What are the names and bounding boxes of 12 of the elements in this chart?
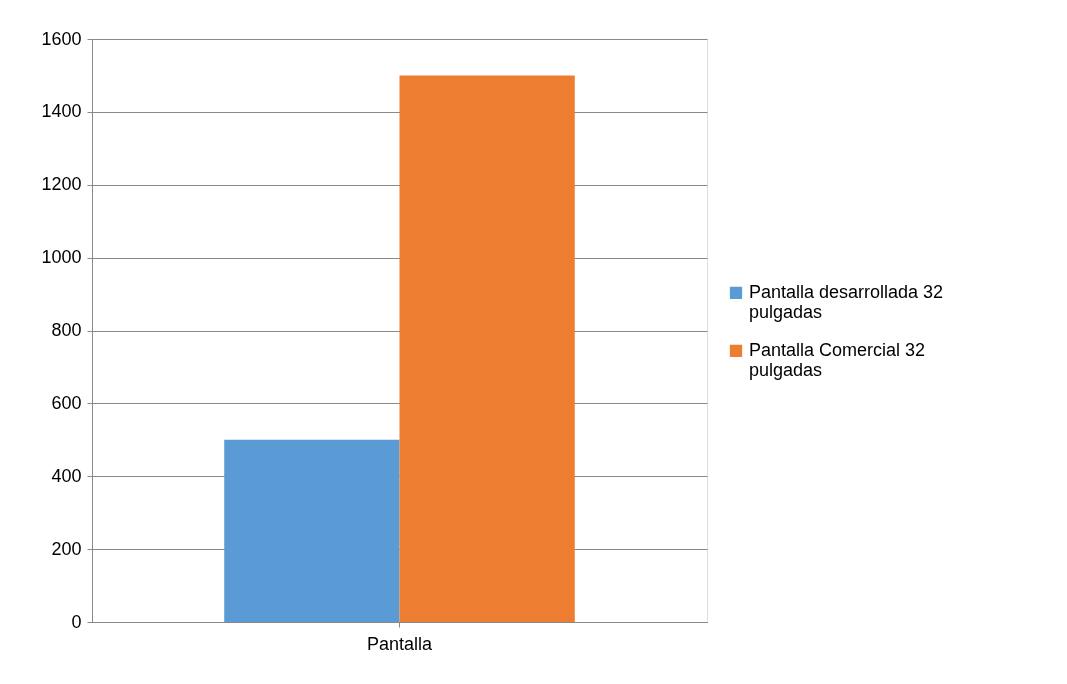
y-tick-label: 1400	[41, 101, 82, 122]
y-tick-label: 600	[51, 392, 82, 413]
y-tick-label: 200	[51, 538, 82, 559]
y-tick-label: 0	[71, 611, 82, 632]
y-tick-label: 1600	[41, 28, 82, 49]
y-tick-label: 1000	[41, 247, 82, 268]
y-tick-label: 400	[51, 465, 82, 486]
legend-label: Pantalla Comercial 32 pulgadas	[749, 339, 926, 380]
x-tick-label: Pantalla	[366, 633, 434, 654]
y-tick-label: 1200	[41, 174, 82, 195]
y-tick-label: 800	[51, 320, 82, 340]
legend-label: Pantalla desarrollada 32 pulgadas	[749, 281, 944, 322]
